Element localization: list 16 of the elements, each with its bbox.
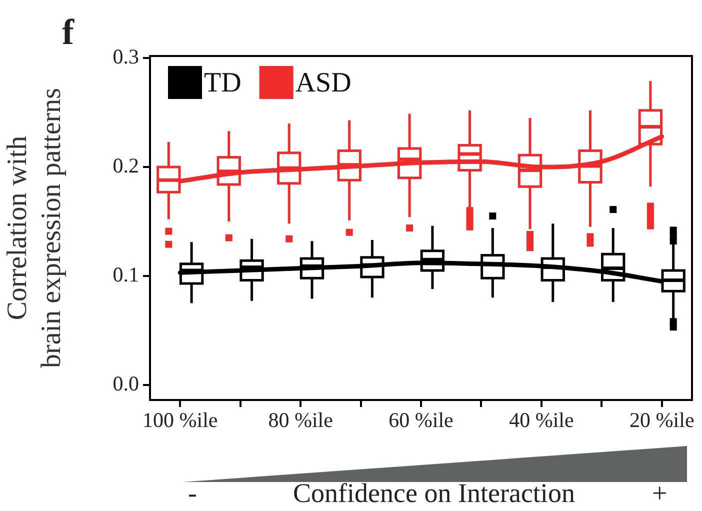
x-tick-label: 40 %ile [509, 408, 574, 432]
x-tick-label: 80 %ile [268, 408, 333, 432]
y-tick-label: 0.0 [112, 371, 139, 396]
text: + [652, 478, 668, 509]
x-tick-label: 100 %ile [142, 408, 218, 432]
legend-label: ASD [295, 67, 352, 98]
x-tick-label: 20 %ile [630, 408, 694, 432]
text: - [188, 478, 197, 509]
y-tick-label: 0.2 [112, 154, 139, 178]
legend-label: TD [204, 67, 242, 98]
y-tick-label: 0.1 [112, 262, 139, 286]
y-axis-title: Correlation with brain expression patterns [2, 88, 67, 368]
x-tick-label: 60 %ile [388, 408, 454, 432]
text: f [62, 12, 75, 52]
y-tick-label: 0.3 [112, 44, 139, 69]
x-axis-title: Confidence on Interaction [293, 478, 575, 508]
